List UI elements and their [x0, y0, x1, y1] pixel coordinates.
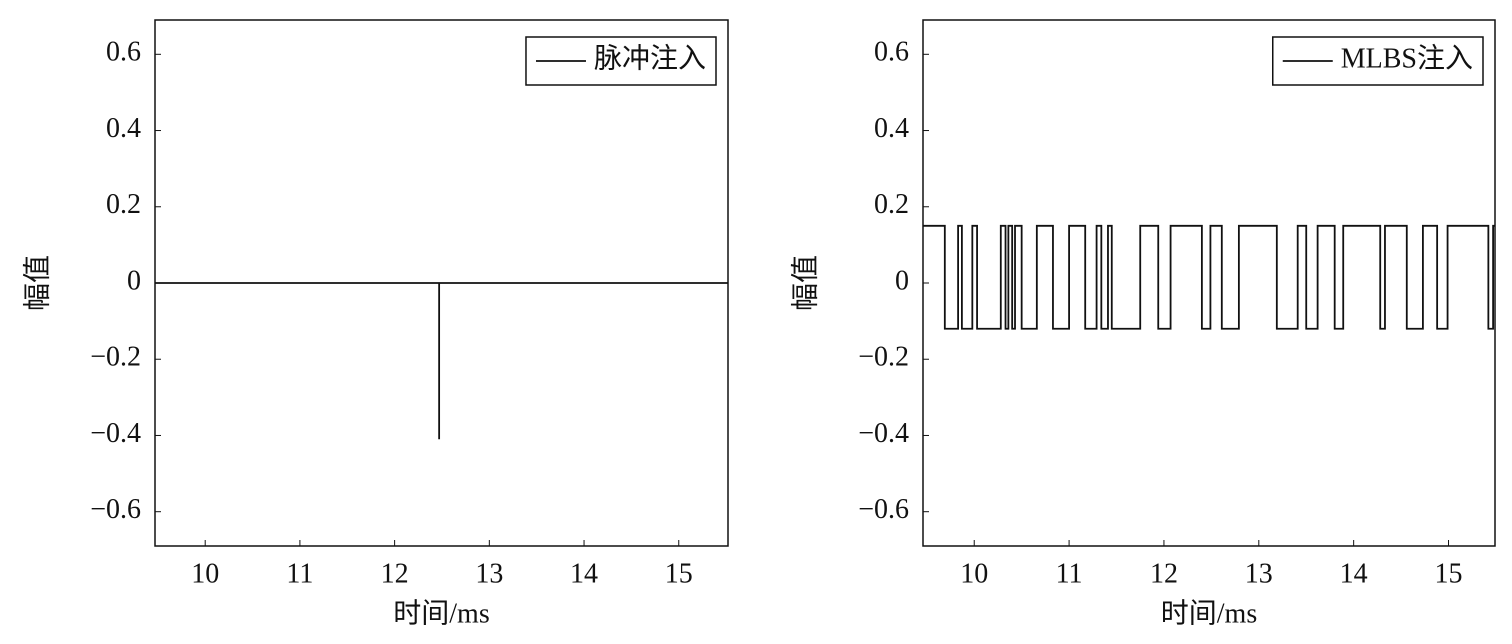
x-axis-label: 时间/ms	[1161, 597, 1257, 629]
y-tick-label: 0.6	[874, 37, 909, 68]
y-tick-label: 0	[127, 265, 141, 296]
y-axis-label: 幅值	[789, 255, 821, 311]
subplot: 10 11 12 13 14 15 −0.6 −0.4 −0.2 0 0.2 0.4 0.6 时间/ms 幅…	[789, 19, 1496, 629]
y-tick-label: 0.6	[106, 37, 141, 68]
y-tick-label: −0.6	[858, 494, 909, 525]
x-axis-label: 时间/ms	[393, 597, 489, 629]
x-tick-label: 11	[286, 558, 313, 589]
x-tick-label: 10	[191, 558, 219, 589]
data-line	[155, 282, 728, 440]
x-tick-label: 10	[960, 558, 988, 589]
y-tick-label: 0	[895, 265, 909, 296]
x-tick-label: 15	[1435, 558, 1463, 589]
data-line	[923, 224, 1495, 330]
x-tick-label: 13	[1245, 558, 1273, 589]
x-tick-label: 12	[1150, 558, 1178, 589]
subplot: 10 11 12 13 14 15 −0.6 −0.4 −0.2 0 0.2 0.4 0.6 时间/ms 幅…	[21, 19, 729, 629]
x-tick-label: 14	[1340, 558, 1368, 589]
y-tick-label: 0.2	[874, 189, 909, 220]
y-tick-label: −0.4	[858, 418, 909, 449]
legend: MLBS注入	[1272, 36, 1484, 86]
y-tick-label: 0.4	[106, 113, 141, 144]
y-tick-label: −0.6	[90, 494, 141, 525]
y-tick-label: 0.4	[874, 113, 909, 144]
x-tick-label: 11	[1056, 558, 1083, 589]
x-tick-label: 13	[475, 558, 503, 589]
y-tick-label: 0.2	[106, 189, 141, 220]
y-tick-label: −0.2	[90, 342, 141, 373]
legend-label: MLBS注入	[1341, 42, 1473, 74]
y-tick-label: −0.2	[858, 342, 909, 373]
y-tick-label: −0.4	[90, 418, 141, 449]
legend: 脉冲注入	[525, 36, 717, 86]
legend-label: 脉冲注入	[594, 42, 706, 74]
x-tick-label: 12	[381, 558, 409, 589]
x-tick-label: 14	[570, 558, 598, 589]
y-axis-label: 幅值	[21, 255, 53, 311]
x-tick-label: 15	[665, 558, 693, 589]
